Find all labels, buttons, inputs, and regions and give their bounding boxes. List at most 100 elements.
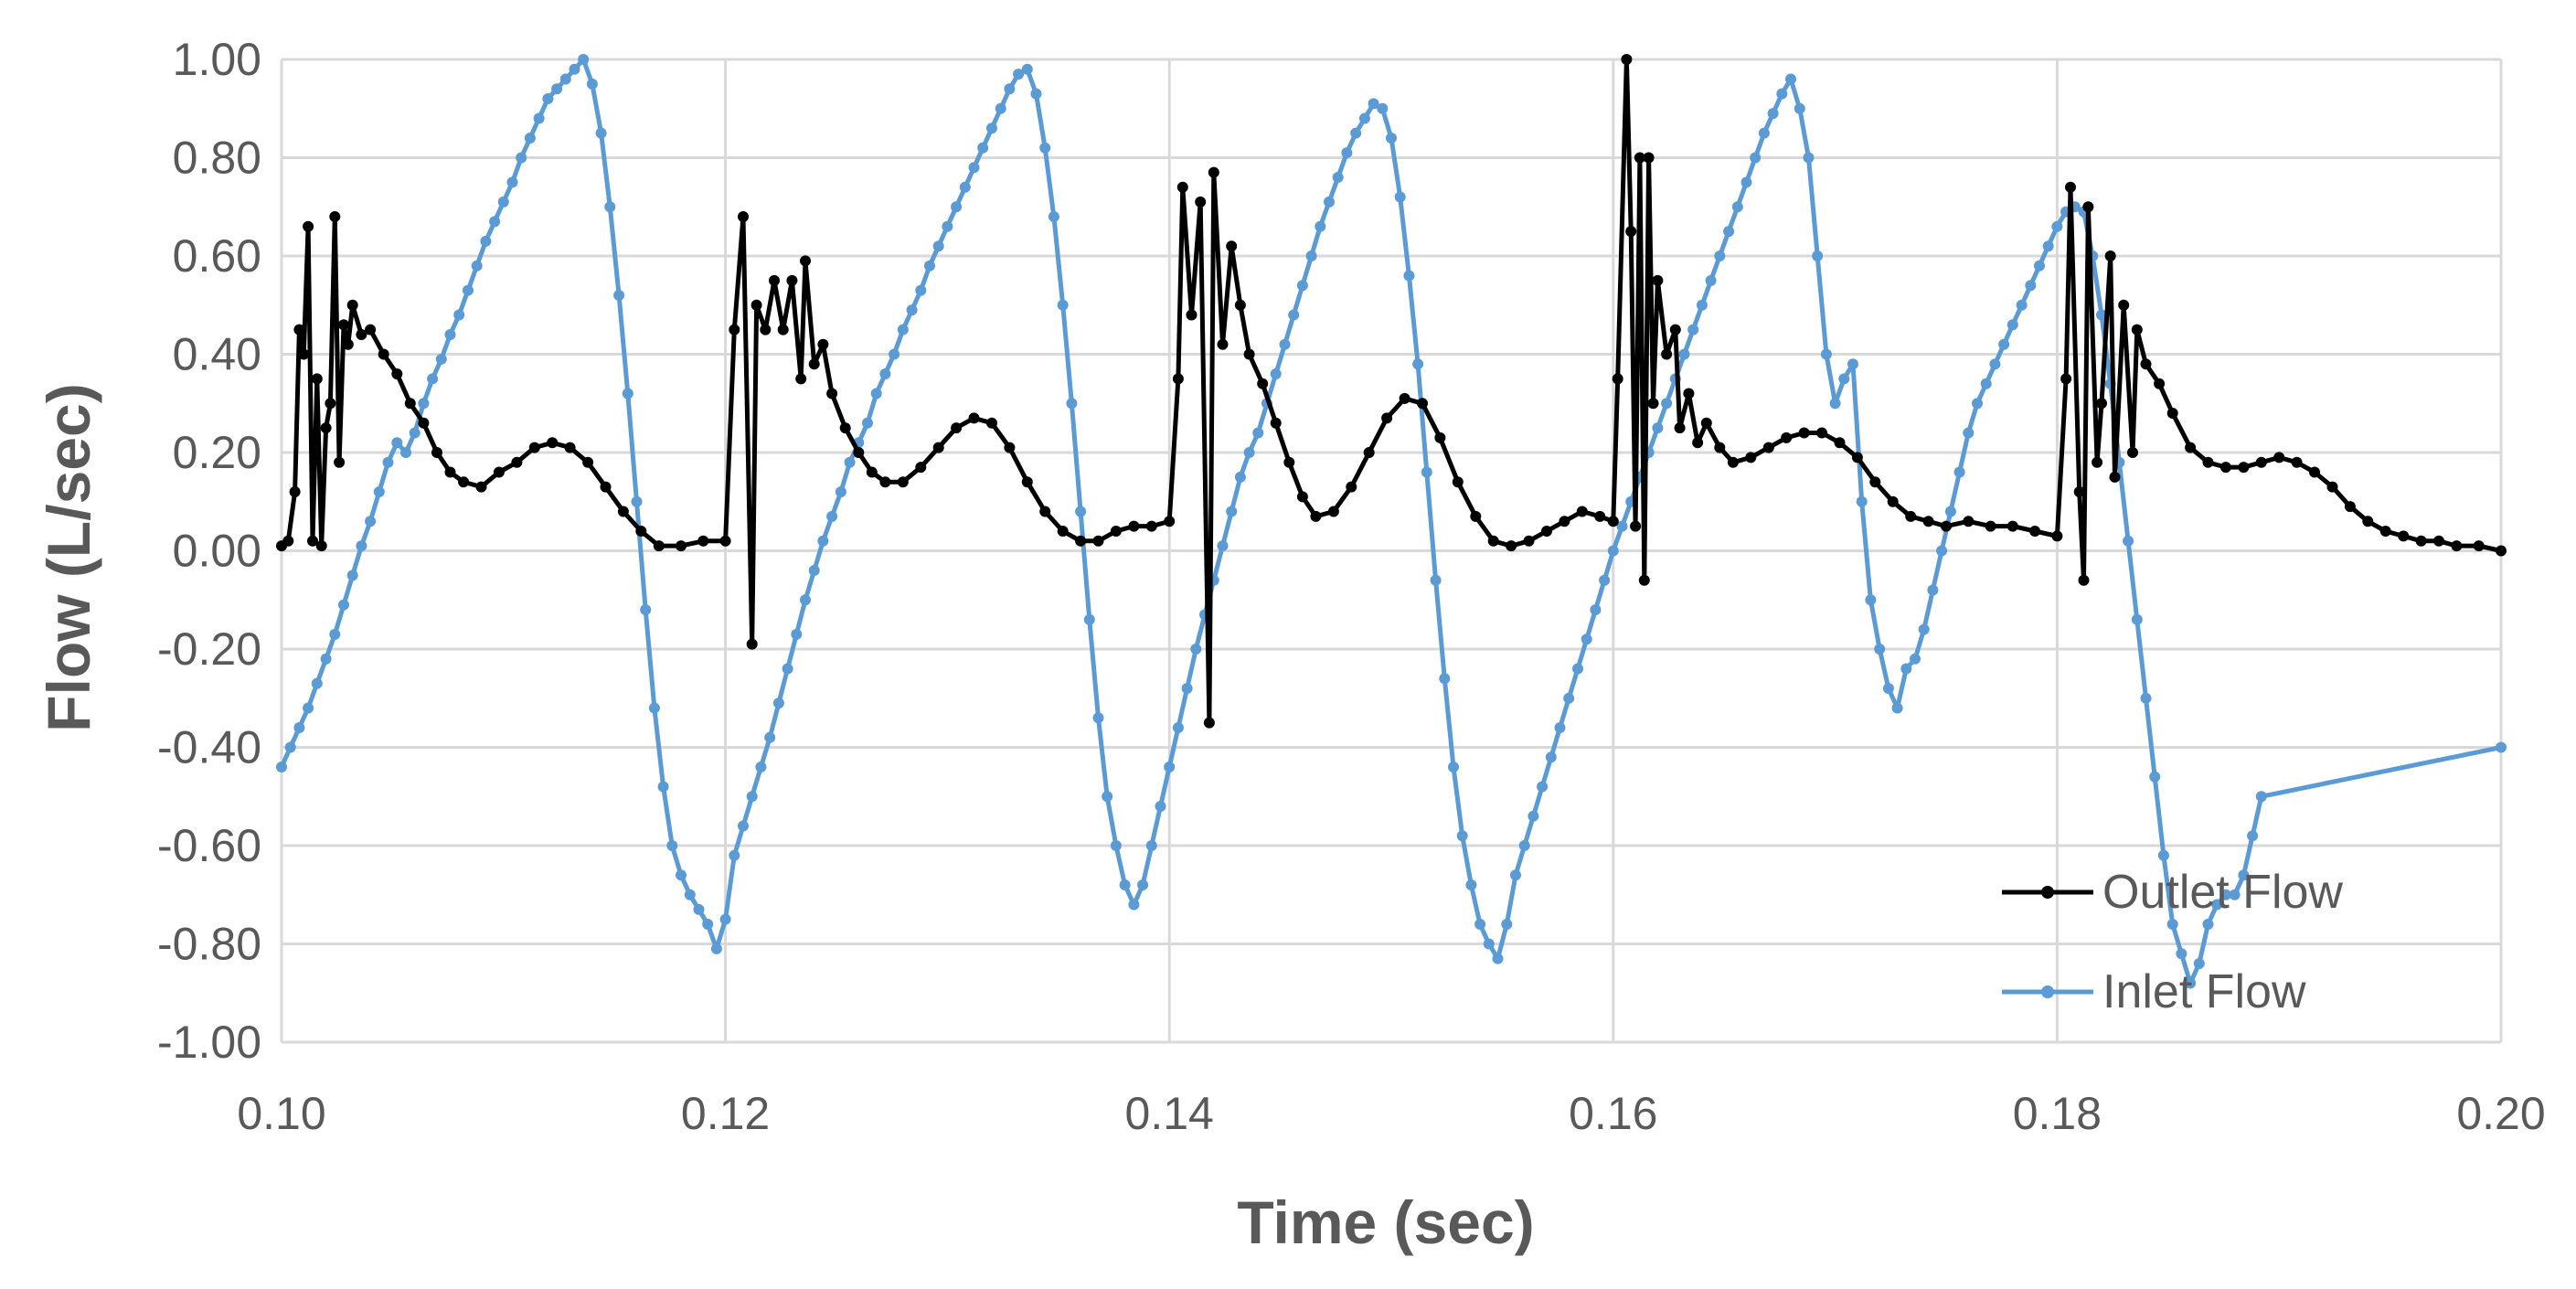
data-point-outlet-flow — [676, 540, 687, 552]
data-point-inlet-flow — [1279, 338, 1291, 350]
data-point-outlet-flow — [617, 506, 629, 517]
data-point-inlet-flow — [2211, 899, 2223, 911]
series-inlet-flow — [276, 54, 2507, 989]
data-point-outlet-flow — [2238, 462, 2250, 474]
data-point-outlet-flow — [2433, 535, 2444, 547]
data-point-inlet-flow — [1181, 683, 1193, 694]
data-point-outlet-flow — [2073, 486, 2085, 497]
data-point-inlet-flow — [772, 698, 784, 709]
data-point-inlet-flow — [2202, 919, 2214, 930]
data-point-inlet-flow — [1980, 378, 1992, 389]
data-point-inlet-flow — [1847, 358, 1858, 370]
data-point-inlet-flow — [1936, 545, 1948, 557]
data-point-inlet-flow — [542, 93, 554, 104]
data-point-inlet-flow — [1403, 270, 1415, 282]
data-point-outlet-flow — [1638, 574, 1650, 586]
data-point-inlet-flow — [311, 677, 323, 689]
data-point-inlet-flow — [1572, 663, 1583, 675]
data-point-outlet-flow — [2029, 526, 2041, 537]
y-tick-label: -0.60 — [157, 820, 261, 871]
data-point-inlet-flow — [1829, 398, 1841, 410]
data-point-outlet-flow — [1559, 516, 1570, 527]
data-point-inlet-flow — [1989, 358, 2001, 370]
data-point-inlet-flow — [1039, 142, 1051, 154]
data-point-inlet-flow — [1332, 172, 1344, 183]
data-point-outlet-flow — [1310, 510, 1322, 522]
data-point-inlet-flow — [1723, 226, 1735, 238]
data-point-outlet-flow — [1270, 417, 1282, 429]
data-point-inlet-flow — [1501, 919, 1513, 930]
data-point-inlet-flow — [2140, 692, 2152, 704]
data-point-inlet-flow — [2042, 240, 2054, 252]
data-point-inlet-flow — [595, 127, 607, 139]
data-point-inlet-flow — [418, 398, 430, 410]
data-point-inlet-flow — [1252, 427, 1264, 439]
data-point-inlet-flow — [427, 373, 439, 385]
data-point-outlet-flow — [282, 535, 294, 547]
data-point-inlet-flow — [551, 83, 563, 95]
data-point-inlet-flow — [516, 152, 527, 164]
data-point-inlet-flow — [2185, 977, 2197, 989]
data-point-inlet-flow — [1918, 623, 1930, 635]
x-tick-label: 0.16 — [1569, 1088, 1657, 1139]
data-point-inlet-flow — [1456, 830, 1468, 842]
data-point-inlet-flow — [382, 456, 394, 468]
data-point-inlet-flow — [1430, 574, 1442, 586]
series-outlet-flow — [276, 54, 2507, 729]
data-point-outlet-flow — [2415, 535, 2427, 547]
data-point-inlet-flow — [2025, 280, 2037, 292]
data-point-inlet-flow — [897, 324, 909, 336]
data-point-inlet-flow — [1705, 274, 1717, 286]
legend: Outlet Flow Inlet Flow — [2002, 866, 2343, 1018]
data-point-outlet-flow — [2092, 456, 2103, 468]
data-point-inlet-flow — [435, 353, 447, 365]
data-point-outlet-flow — [528, 442, 540, 453]
data-point-inlet-flow — [1856, 495, 1868, 507]
data-point-outlet-flow — [378, 348, 389, 360]
data-point-inlet-flow — [1377, 102, 1389, 114]
data-point-outlet-flow — [1985, 520, 1996, 532]
data-point-outlet-flow — [1004, 442, 1016, 453]
data-point-outlet-flow — [719, 535, 731, 547]
data-point-outlet-flow — [1417, 398, 1428, 410]
data-point-inlet-flow — [338, 599, 349, 611]
data-point-inlet-flow — [559, 73, 571, 85]
data-point-inlet-flow — [906, 304, 918, 316]
data-point-outlet-flow — [1399, 392, 1410, 404]
data-point-outlet-flow — [738, 211, 749, 222]
data-point-inlet-flow — [400, 447, 411, 458]
data-point-inlet-flow — [453, 309, 465, 321]
data-point-outlet-flow — [2219, 462, 2231, 474]
data-point-inlet-flow — [2016, 299, 2028, 311]
data-point-inlet-flow — [471, 260, 483, 272]
legend-item-outlet-flow: Outlet Flow — [2002, 866, 2343, 919]
y-tick-label: 1.00 — [173, 34, 261, 85]
y-tick-label: -1.00 — [157, 1017, 261, 1068]
data-point-inlet-flow — [497, 196, 509, 208]
y-tick-label: 0.80 — [173, 133, 261, 184]
data-point-inlet-flow — [1386, 133, 1397, 144]
y-tick-label: 0.40 — [173, 329, 261, 380]
data-point-inlet-flow — [1750, 152, 1762, 164]
data-point-outlet-flow — [431, 447, 442, 458]
data-point-outlet-flow — [475, 481, 487, 493]
data-point-inlet-flow — [1563, 692, 1575, 704]
data-point-outlet-flow — [1128, 520, 1140, 532]
data-point-inlet-flow — [293, 722, 305, 733]
data-point-outlet-flow — [750, 299, 762, 311]
data-point-inlet-flow — [489, 216, 501, 228]
data-point-inlet-flow — [1483, 938, 1495, 950]
data-point-outlet-flow — [635, 526, 647, 537]
data-point-outlet-flow — [1798, 427, 1810, 439]
data-point-inlet-flow — [1217, 540, 1229, 552]
x-tick-label: 0.20 — [2456, 1088, 2545, 1139]
data-point-outlet-flow — [329, 211, 341, 222]
data-point-outlet-flow — [2118, 299, 2130, 311]
data-point-inlet-flow — [1767, 108, 1779, 120]
data-point-outlet-flow — [879, 476, 891, 488]
data-point-outlet-flow — [1381, 412, 1393, 424]
data-point-outlet-flow — [1816, 427, 1827, 439]
data-point-inlet-flow — [1865, 594, 1877, 606]
data-point-inlet-flow — [1145, 840, 1157, 851]
